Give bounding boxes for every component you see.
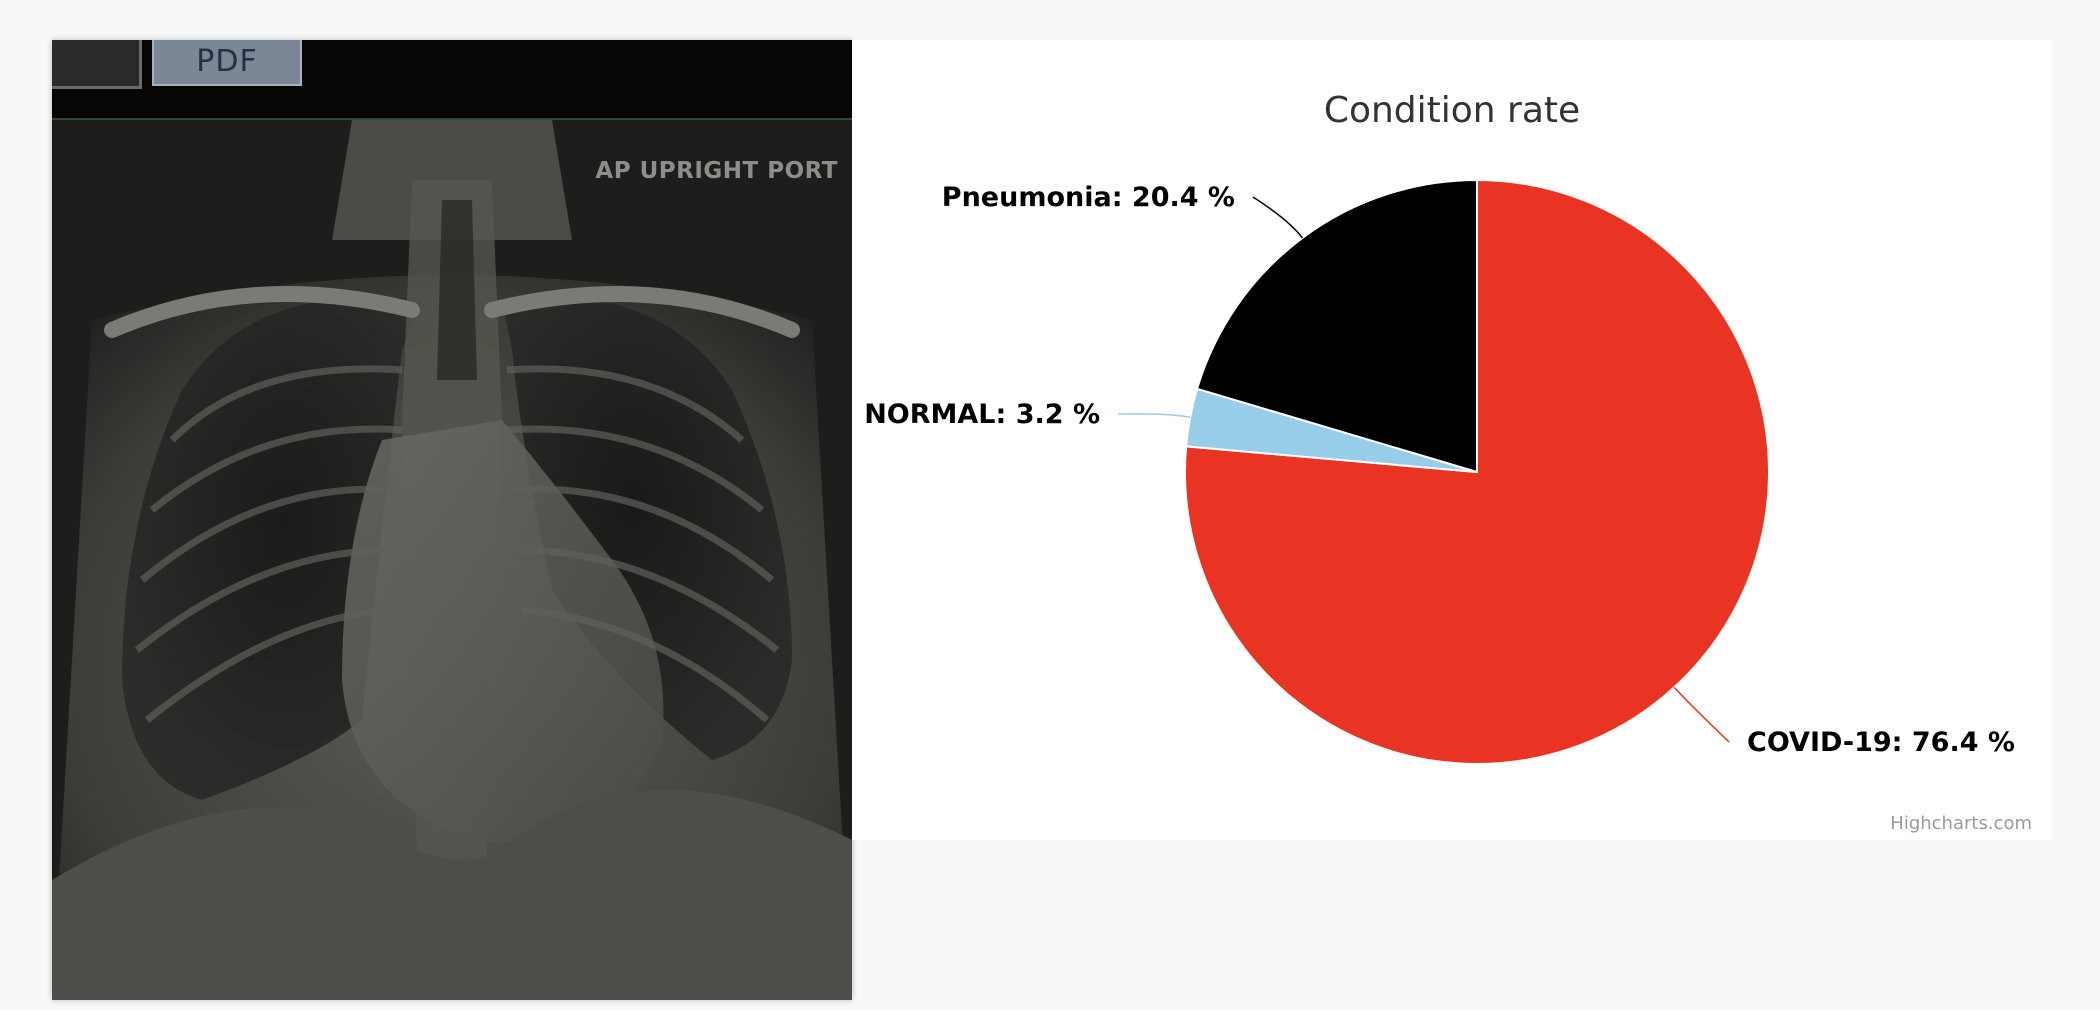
pie-slice-covid-19[interactable] xyxy=(1184,178,1770,765)
xray-orientation-label: AP UPRIGHT PORT xyxy=(595,158,838,184)
pie-chart: COVID-19: 76.4 % NORMAL: 3.2 % Pneumonia: … xyxy=(864,178,2015,765)
data-label-covid-19: COVID-19: 76.4 % xyxy=(1747,727,2015,758)
pdf-button[interactable]: PDF xyxy=(152,40,302,86)
viewer-toolbar: PDF xyxy=(52,40,852,120)
connector-normal xyxy=(1117,413,1191,419)
pie-slices xyxy=(1184,178,1770,765)
data-label-pneumonia: Pneumonia: 20.4 % xyxy=(942,182,1235,213)
chart-container: Condition rate COVID-19: 76.4 % NORMAL: 3… xyxy=(852,40,2052,840)
pie-slice-pneumonia[interactable] xyxy=(1195,178,1478,474)
data-labels: COVID-19: 76.4 % NORMAL: 3.2 % Pneumonia: … xyxy=(864,182,2015,758)
xray-viewer: PDF xyxy=(52,40,852,1000)
chest-xray-image xyxy=(52,120,852,1000)
data-label-normal: NORMAL: 3.2 % xyxy=(864,399,1100,430)
credits-link[interactable]: Highcharts.com xyxy=(1890,813,2032,834)
chart-title: Condition rate xyxy=(1323,90,1581,131)
connector-pneumonia xyxy=(1252,196,1304,239)
label-connectors xyxy=(1117,196,1730,743)
connector-covid-19 xyxy=(1673,686,1730,743)
thumbnail-button[interactable] xyxy=(52,40,142,89)
